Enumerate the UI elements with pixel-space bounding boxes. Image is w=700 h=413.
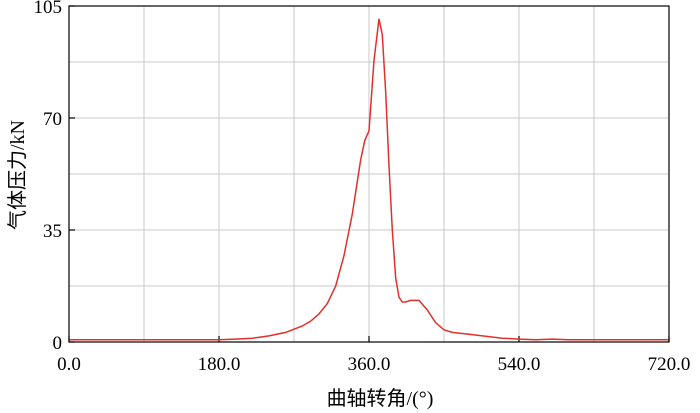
y-tick-label: 70: [43, 109, 62, 130]
y-tick-label: 35: [43, 221, 62, 242]
x-tick-label: 180.0: [198, 354, 241, 375]
y-tick-label: 105: [34, 0, 63, 18]
series-line: [69, 18, 669, 341]
x-axis-label: 曲轴转角/(°): [327, 387, 434, 410]
y-tick-label: 0: [53, 333, 63, 354]
x-tick-labels: 0.0 180.0 360.0 540.0 720.0: [57, 354, 690, 375]
x-tick-label: 0.0: [57, 354, 81, 375]
grid: [69, 6, 669, 342]
plot-frame: [68, 5, 670, 343]
y-axis-label: 气体压力/kN: [6, 120, 29, 230]
x-tick-label: 720.0: [648, 354, 691, 375]
x-tick-label: 360.0: [348, 354, 391, 375]
y-tick-labels: 0 35 70 105: [34, 0, 63, 354]
x-tick-label: 540.0: [498, 354, 541, 375]
